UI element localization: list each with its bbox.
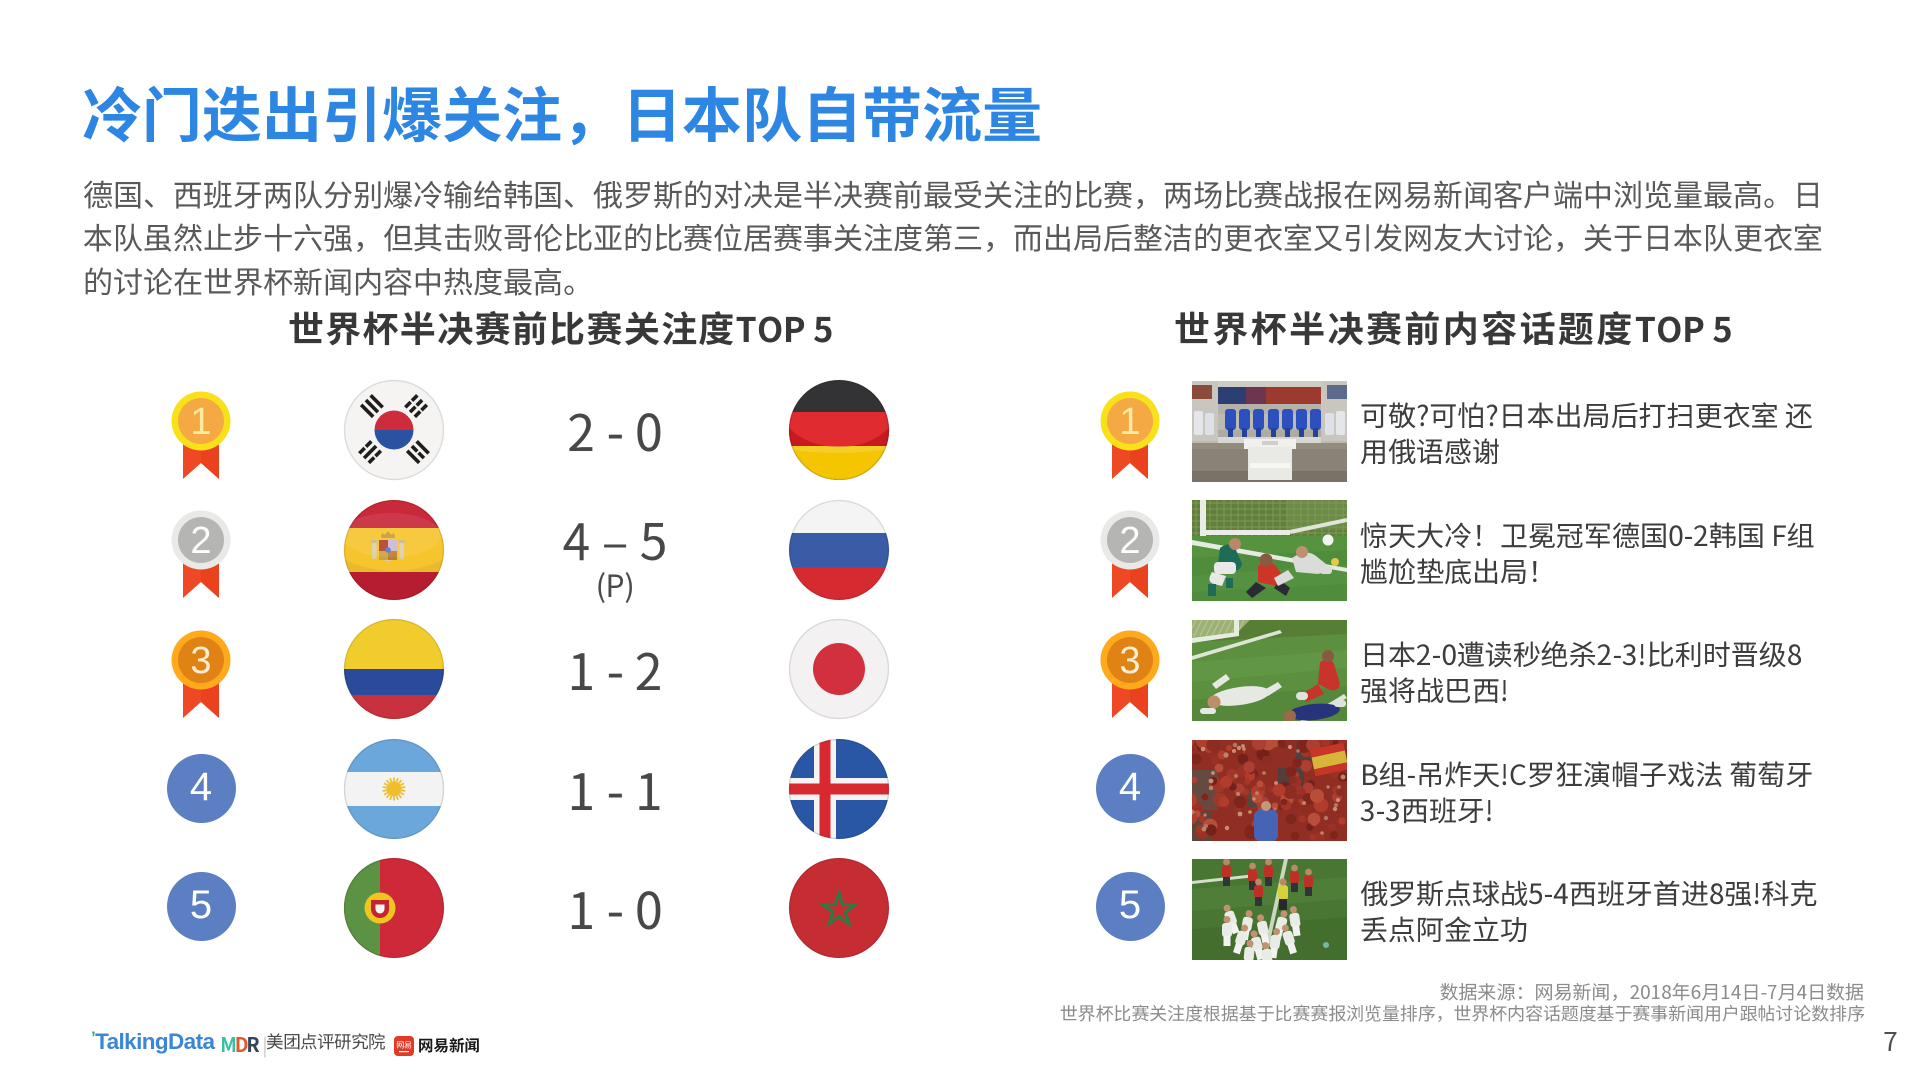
svg-text:3: 3 xyxy=(190,640,211,682)
svg-text:网易: 网易 xyxy=(396,1040,412,1051)
svg-text:1: 1 xyxy=(1119,401,1140,443)
svg-text:1: 1 xyxy=(190,401,211,443)
svg-text:2: 2 xyxy=(1119,520,1140,562)
svg-text:2: 2 xyxy=(190,520,211,562)
svg-text:3: 3 xyxy=(1119,640,1140,682)
